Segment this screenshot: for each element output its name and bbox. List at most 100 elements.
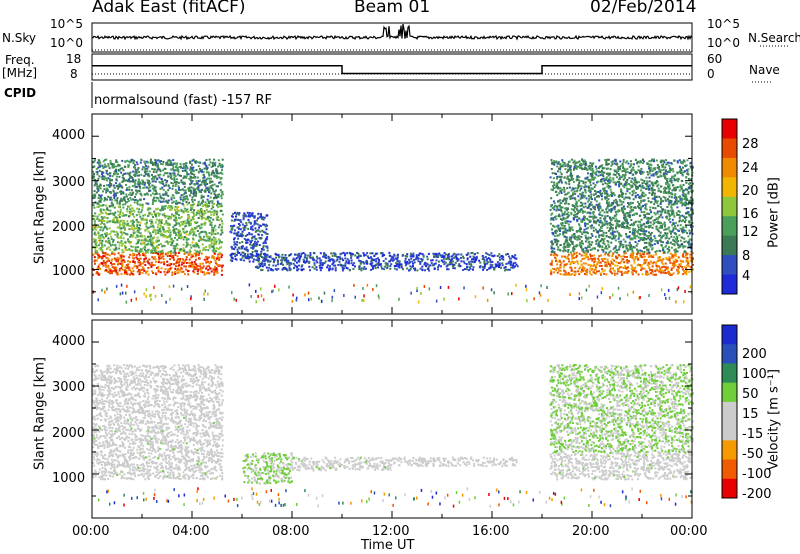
power-cell [687,264,690,267]
power-cell [218,219,221,222]
power-cell [332,264,335,267]
power-cell [115,184,118,187]
power-cell [671,167,674,170]
power-cell [138,235,141,238]
power-cell [95,241,98,244]
power-cell [653,273,656,276]
power-cell [164,241,167,244]
power-cell [594,197,596,200]
power-cell [180,210,183,213]
power-cell [136,250,139,253]
power-cell [644,225,647,228]
power-cell [469,255,472,258]
power-cell [122,214,125,217]
power-cell [388,254,391,257]
power-cell [151,256,154,259]
power-cell [583,267,586,270]
power-cell [203,210,206,213]
power-cell [374,267,377,270]
power-cell [161,226,164,229]
power-cell [178,258,181,261]
power-cell [127,180,129,183]
power-cell [142,186,145,189]
power-cell [637,232,640,235]
power-cell [124,203,127,206]
power-cell [172,184,174,187]
power-cell [101,175,104,178]
power-cell [97,232,100,235]
power-cell [563,263,566,266]
power-cell [581,268,583,271]
power-cell [183,207,186,210]
power-cell [163,212,166,215]
power-cell [113,173,116,176]
power-cell [679,260,682,263]
power-cell [103,184,106,187]
power-cell [218,251,221,254]
power-cell [152,257,155,260]
power-cell [610,260,613,263]
power-cell [99,187,102,190]
power-cell [176,212,179,215]
power-cell [151,241,154,244]
power-cell [468,263,471,266]
power-cell [93,218,96,221]
power-cell [206,210,209,213]
power-cell [129,235,132,238]
power-cell [210,242,213,244]
power-cell [593,221,596,224]
power-cell [160,219,163,221]
power-cell [134,236,137,239]
power-cell [126,265,129,268]
power-cell [143,166,146,169]
power-cell [231,252,234,255]
power-cell [96,202,99,205]
power-cell [659,231,662,234]
power-cell [151,168,154,170]
power-cell [453,252,456,255]
power-cell [166,230,169,233]
power-cell [194,176,197,179]
power-cell [668,190,670,193]
power-cell [371,267,374,270]
power-cell [245,248,248,251]
power-cell [147,213,150,216]
power-cell [256,223,259,226]
power-cell [628,177,631,180]
power-cell [559,263,562,266]
power-cell [163,270,166,273]
power-cell [174,162,177,165]
power-cell [274,252,277,255]
power-cell [145,186,148,189]
power-cell [617,170,620,172]
power-cell [258,226,261,229]
power-cell [215,185,218,188]
power-cell [475,255,478,258]
power-cell [402,268,404,271]
power-cell [206,216,209,219]
power-cell [686,169,688,172]
power-cell [155,160,157,163]
power-cell [573,248,576,251]
power-cell [684,219,687,222]
power-cell [330,258,333,261]
power-cell [373,255,376,257]
power-cell [154,180,157,183]
power-cell [622,255,625,258]
power-cell [339,256,341,259]
power-cell [266,224,269,227]
power-cell [248,233,251,236]
power-cell [655,227,658,230]
power-cell [689,165,692,168]
power-cell [106,217,109,220]
power-cell [172,200,175,203]
power-cell [128,266,131,269]
power-cell [193,271,196,274]
power-cell [103,244,106,247]
power-cell [251,239,254,242]
power-cell [563,269,566,272]
power-cell [129,273,132,276]
power-cell [149,238,152,241]
power-cell [648,176,651,179]
power-cell [110,192,112,194]
